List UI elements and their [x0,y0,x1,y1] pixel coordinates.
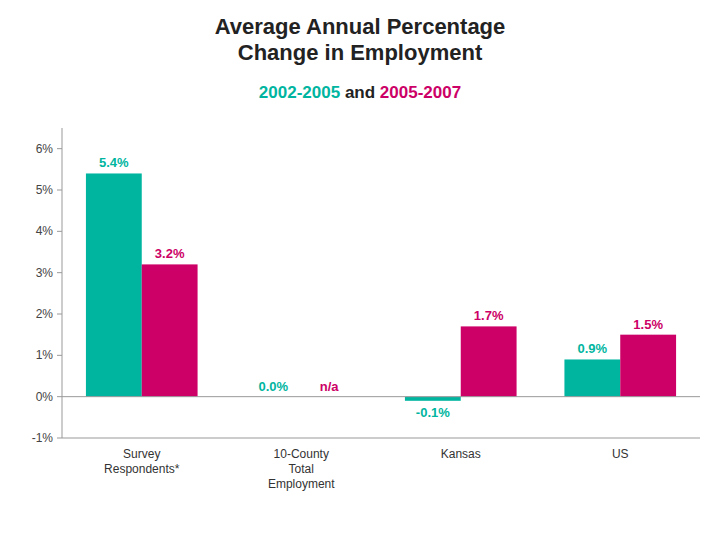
x-tick-label: SurveyRespondents* [104,447,180,476]
data-label: 5.4% [99,155,129,170]
y-tick [57,272,62,273]
subtitle-part: and [340,83,380,102]
x-tick-label-line: 10-County [274,447,329,461]
y-tick-label: 1% [36,348,54,362]
y-tick [57,314,62,315]
bar [142,264,198,396]
data-label: 0.9% [578,341,608,356]
title-line: Average Annual Percentage [215,14,506,39]
x-tick-label-line: Employment [268,477,335,491]
y-tick-label: 4% [36,224,54,238]
bars [86,173,676,400]
bar [405,397,461,401]
chart-container: Average Annual PercentageChange in Emplo… [0,0,720,540]
data-label: n/a [320,379,340,394]
data-label: 1.7% [474,308,504,323]
x-tick-label: 10-CountyTotalEmployment [268,447,335,491]
y-tick [57,190,62,191]
y-tick [57,148,62,149]
x-tick-label-line: Survey [123,447,160,461]
x-tick-label-line: US [612,447,629,461]
zero-line [62,396,700,397]
subtitle-series-name: 2002-2005 [259,83,340,102]
data-label: 1.5% [633,317,663,332]
title: Average Annual PercentageChange in Emplo… [215,14,506,65]
bar [620,335,676,397]
data-label: 3.2% [155,246,185,261]
data-label: 0.0% [259,379,289,394]
x-tick-label: Kansas [441,447,481,461]
y-tick-label: 5% [36,183,54,197]
y-tick-label: 2% [36,307,54,321]
y-axis-line [62,128,63,438]
y-tick-label: 6% [36,142,54,156]
bar [461,326,517,396]
x-tick-label-line: Kansas [441,447,481,461]
data-label: -0.1% [416,405,450,420]
y-tick [57,231,62,232]
title-line: Change in Employment [238,40,483,65]
bar [564,359,620,396]
subtitle-series-name: 2005-2007 [380,83,461,102]
x-tick-label-line: Total [289,462,314,476]
y-tick [57,355,62,356]
subtitle: 2002-2005 and 2005-2007 [259,83,461,102]
y-tick-label: -1% [32,431,54,445]
x-axis-line [62,438,700,439]
bar [86,173,142,396]
y-tick-label: 3% [36,266,54,280]
y-tick [57,438,62,439]
chart: Average Annual PercentageChange in Emplo… [0,0,720,540]
x-tick-label: US [612,447,629,461]
x-tick-label-line: Respondents* [104,462,180,476]
y-tick-label: 0% [36,390,54,404]
y-tick [57,396,62,397]
